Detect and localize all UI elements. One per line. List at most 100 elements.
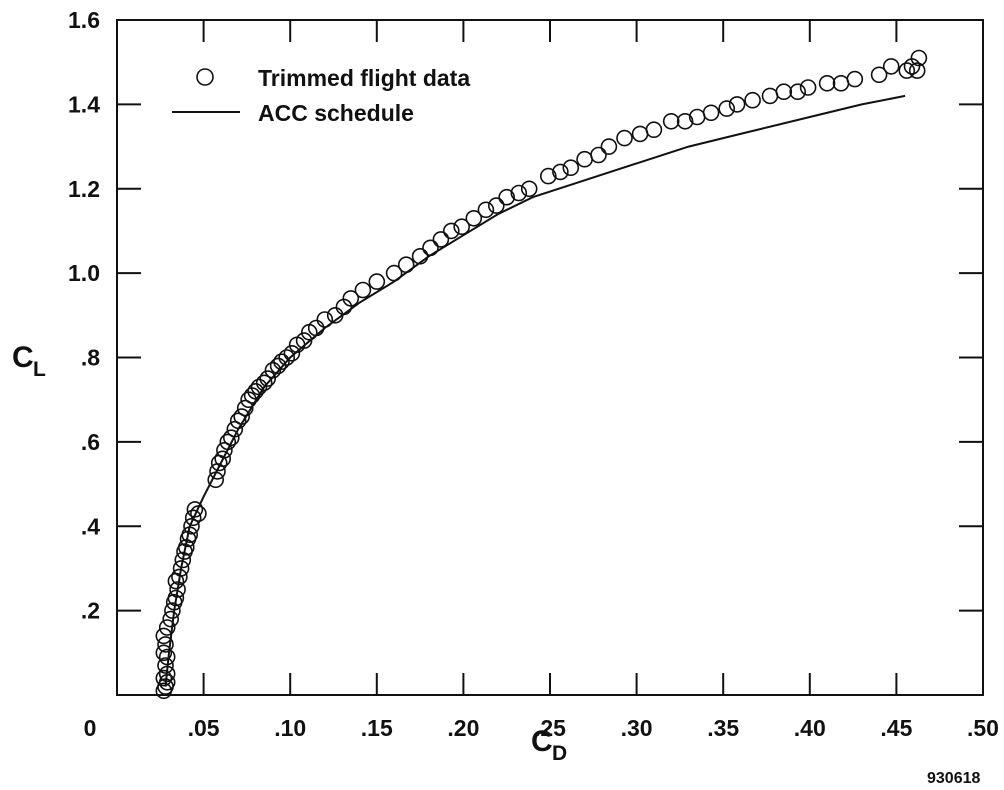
x-tick-label: .15 [361,715,393,741]
data-point [167,589,185,607]
data-point [181,526,198,544]
data-point [169,581,186,598]
data-point [155,644,173,662]
data-point [158,673,176,691]
data-point [498,188,516,206]
data-point [631,125,649,143]
x-tick-label: 0 [84,715,97,741]
data-point [465,210,483,227]
data-point [307,319,325,337]
y-tick-label: 1.0 [68,260,100,286]
data-point [576,150,593,168]
y-tick-label: .8 [81,345,100,371]
x-axis-tick-labels: 0 .05 .10 .15 .20 .25 .30 .35 .40 .45 .50 [84,715,999,741]
data-point [818,75,836,92]
data-point [164,602,181,619]
data-point [259,370,277,387]
data-point [898,62,916,79]
y-axis-title: C L [12,341,46,381]
data-point [453,218,471,235]
data-point [832,75,850,92]
data-point [316,311,334,328]
figure-id-annotation: 930618 [927,770,980,787]
data-point [645,121,663,138]
data-point [552,163,569,181]
data-point [278,349,296,366]
data-point [662,113,680,130]
x-tick-label: .45 [880,715,912,741]
data-point [264,361,282,379]
x-axis-title: C D [531,725,567,765]
data-point [422,239,439,257]
y-tick-label: .6 [81,429,100,455]
legend-circle-marker-icon [196,68,214,86]
data-point [155,669,173,687]
data-point [226,420,244,438]
data-point [190,505,207,522]
data-point [155,627,173,645]
data-point [600,138,618,155]
data-point [183,517,200,535]
data-point [799,79,817,96]
data-point [233,408,250,425]
data-point [368,273,386,290]
data-point [761,87,779,105]
y-axis-title-sub: L [33,358,46,381]
trimmed-flight-data-points [155,49,928,700]
data-point [216,441,233,459]
data-point [158,619,176,636]
data-point [702,104,720,122]
data-point [283,344,301,362]
data-point [846,70,864,88]
legend-label-trimmed-flight-data: Trimmed flight data [258,65,470,91]
data-point [432,231,450,248]
data-point [342,290,360,307]
data-point [744,91,761,109]
data-point [910,49,928,67]
data-point [789,83,807,100]
data-point [882,58,900,75]
data-point [162,610,179,628]
legend-label-acc-schedule: ACC schedule [258,100,414,126]
x-tick-label: .25 [534,715,566,741]
data-point [269,357,287,375]
data-point [870,66,888,84]
plot-frame [116,19,984,696]
y-tick-label: .4 [81,513,100,539]
data-point [186,501,204,518]
data-point [477,201,495,219]
y-tick-label: 1.4 [68,91,100,117]
x-axis-title-main: C [531,725,553,758]
y-tick-label: .2 [81,598,100,624]
y-tick-label: 1.6 [68,7,100,33]
data-point [255,374,273,392]
data-point [775,83,793,100]
x-tick-label: .40 [794,715,826,741]
x-axis-ticks [202,20,898,695]
data-point [354,281,372,299]
data-point [247,382,264,400]
data-point [676,113,694,130]
data-point [728,96,746,113]
data-point [411,247,429,265]
data-point [616,129,633,147]
data-point [223,429,240,447]
data-point [157,657,174,674]
data-point [172,560,190,577]
y-tick-label: 1.2 [68,176,100,202]
data-point [442,222,460,240]
y-axis-ticks [117,103,983,612]
y-axis-tick-labels: .2 .4 .6 .8 1.0 1.2 1.4 1.6 [68,7,100,624]
data-point [520,180,538,198]
data-point [219,433,237,451]
data-point [487,197,505,214]
y-axis-title-main: C [12,341,34,374]
data-point [385,264,403,282]
x-axis-title-sub: D [552,742,567,765]
data-point [718,100,736,117]
data-point [229,412,247,430]
x-tick-label: .20 [447,715,479,741]
data-point [184,509,202,527]
